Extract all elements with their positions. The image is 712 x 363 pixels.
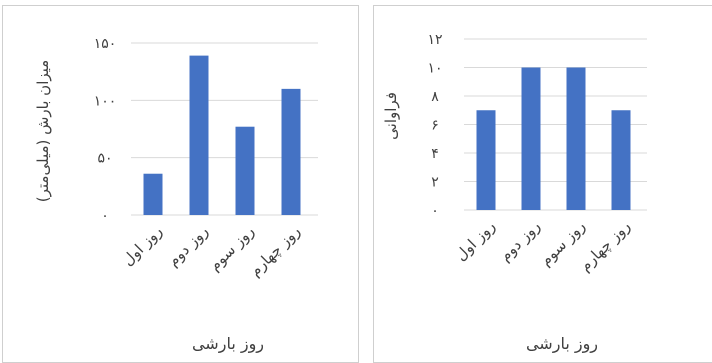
y-tick-label-2: ۴ xyxy=(431,146,439,162)
y-tick-label-3: ۶ xyxy=(431,118,439,134)
y-tick-label-6: ۱۲ xyxy=(427,32,442,48)
y-tick-label-5: ۱۰ xyxy=(427,61,442,77)
bar-2 xyxy=(521,67,541,210)
y-tick-label-4: ۸ xyxy=(431,89,439,105)
x-tick-label-1: روز اول xyxy=(452,217,499,264)
bar-3 xyxy=(235,126,255,215)
y-tick-label-2: ۱۰۰ xyxy=(94,93,117,109)
bar-2 xyxy=(189,55,209,215)
x-tick-label-4: روز چهارم xyxy=(246,222,304,280)
bar-1 xyxy=(143,173,163,215)
y-tick-label-0: ۰ xyxy=(431,203,439,219)
bar-4 xyxy=(611,110,631,210)
bar-3 xyxy=(566,67,586,210)
rainfall-amount-chart: ۰ ۵۰ ۱۰۰ ۱۵۰ روز اول روز دوم روز سوم روز چهارم ر… xyxy=(2,5,359,363)
y-axis-title: میزان بارش (میلی‌متر) xyxy=(34,60,52,202)
y-tick-label-1: ۲ xyxy=(431,175,439,191)
y-tick-label-0: ۰ xyxy=(101,208,109,224)
y-axis-title: فراوانی xyxy=(382,92,400,140)
bar-1 xyxy=(476,110,496,210)
x-tick-label-2: روز دوم xyxy=(164,222,212,270)
y-tick-label-3: ۱۵۰ xyxy=(94,36,117,52)
rainfall-frequency-chart: ۰ ۲ ۴ ۶ ۸ ۱۰ ۱۲ روز اول روز دوم روز سوم روز چهارم ر… xyxy=(373,5,712,363)
bar-4 xyxy=(281,88,301,215)
x-axis-title: روز بارشی xyxy=(526,334,598,354)
x-tick-label-1: روز اول xyxy=(119,222,166,269)
y-tick-label-1: ۵۰ xyxy=(97,151,112,167)
x-axis-title: روز بارشی xyxy=(192,334,264,354)
